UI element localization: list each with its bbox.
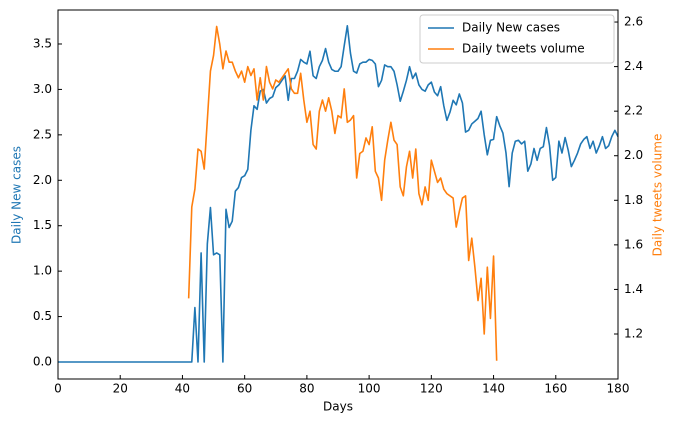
x-tick-label: 140 xyxy=(482,382,505,396)
x-tick-label: 80 xyxy=(299,382,314,396)
y-tick-label: 0.5 xyxy=(33,309,52,323)
x-tick-label: 20 xyxy=(113,382,128,396)
y2-tick-label: 1.4 xyxy=(624,282,643,296)
y2-tick-label: 1.2 xyxy=(624,326,643,340)
legend-box xyxy=(419,14,615,64)
data-line xyxy=(58,25,619,363)
y-tick-label: 0.0 xyxy=(33,355,52,369)
y-tick-label: 2.5 xyxy=(33,127,52,141)
y2-axis-label: Daily tweets volume xyxy=(651,134,665,257)
y2-tick-label: 2.6 xyxy=(624,15,643,29)
y-axis-label: Daily New cases xyxy=(10,146,24,244)
y-tick-label: 1.0 xyxy=(33,264,52,278)
y2-tick-label: 1.8 xyxy=(624,193,643,207)
data-line xyxy=(187,25,498,361)
y-tick-label: 3.0 xyxy=(33,82,52,96)
legend-label: Daily New cases xyxy=(462,21,560,35)
y2-tick-label: 2.2 xyxy=(624,104,643,118)
plot-frame xyxy=(57,9,619,380)
x-tick-label: 100 xyxy=(358,382,381,396)
x-tick-label: 0 xyxy=(54,382,62,396)
y-tick-label: 1.5 xyxy=(33,218,52,232)
legend-label: Daily tweets volume xyxy=(462,42,585,56)
x-tick-label: 120 xyxy=(420,382,443,396)
x-tick-label: 180 xyxy=(607,382,630,396)
x-axis-label: Days xyxy=(323,400,353,414)
y2-tick-label: 2.0 xyxy=(624,148,643,162)
y-tick-label: 2.0 xyxy=(33,173,52,187)
y2-tick-label: 2.4 xyxy=(624,59,643,73)
x-tick-label: 40 xyxy=(175,382,190,396)
y2-tick-label: 1.6 xyxy=(624,237,643,251)
x-tick-label: 160 xyxy=(544,382,567,396)
x-tick-label: 60 xyxy=(237,382,252,396)
y-tick-label: 3.5 xyxy=(33,36,52,50)
